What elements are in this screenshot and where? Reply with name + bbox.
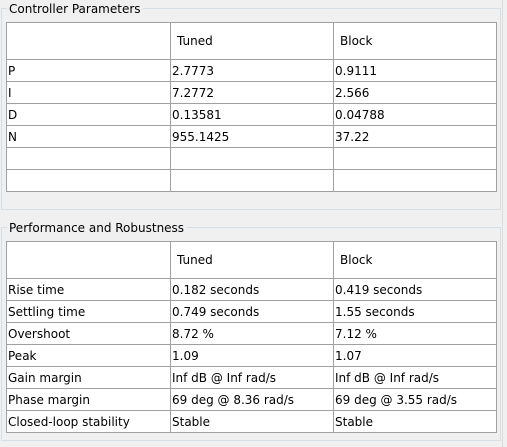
table-row[interactable]: Closed-loop stability Stable Stable [6, 410, 497, 433]
block-value-cell: 1.55 seconds [333, 300, 497, 323]
block-value-cell[interactable]: 0.04788 [333, 103, 497, 126]
block-value-cell: 7.12 % [333, 322, 497, 345]
tuned-value-cell[interactable]: 0.13581 [170, 103, 334, 126]
block-value-cell: Stable [333, 410, 497, 433]
table-row[interactable] [6, 169, 497, 192]
row-label [6, 169, 171, 192]
row-label: Settling time [6, 300, 171, 323]
table-row[interactable]: I 7.2772 2.566 [6, 81, 497, 104]
row-label: Rise time [6, 278, 171, 301]
block-value-cell[interactable] [333, 147, 497, 170]
table-row[interactable]: Settling time 0.749 seconds 1.55 seconds [6, 300, 497, 323]
table-row[interactable] [6, 147, 497, 170]
controller-parameters-table: Tuned Block P 2.7773 0.9111 I 7.2772 2.5… [6, 22, 497, 192]
performance-robustness-panel [1, 227, 501, 441]
tuned-value-cell[interactable]: 2.7773 [170, 59, 334, 82]
row-label: D [6, 103, 171, 126]
controller-parameters-panel [1, 8, 501, 210]
tuned-value-cell: Stable [170, 410, 334, 433]
controller-parameters-title: Controller Parameters [7, 1, 143, 17]
row-label: Overshoot [6, 322, 171, 345]
table-row[interactable]: Overshoot 8.72 % 7.12 % [6, 322, 497, 345]
block-value-cell[interactable] [333, 169, 497, 192]
row-label: P [6, 59, 171, 82]
block-value-cell[interactable]: 0.9111 [333, 59, 497, 82]
tuned-value-cell: 8.72 % [170, 322, 334, 345]
tuned-value-cell[interactable]: 955.1425 [170, 125, 334, 148]
tuned-value-cell[interactable] [170, 147, 334, 170]
table-row[interactable]: Phase margin 69 deg @ 8.36 rad/s 69 deg … [6, 388, 497, 411]
header-cell-tuned: Tuned [170, 22, 334, 60]
tuned-value-cell: 0.182 seconds [170, 278, 334, 301]
table-header-row: Tuned Block [6, 241, 497, 279]
table-row[interactable]: D 0.13581 0.04788 [6, 103, 497, 126]
header-cell-block: Block [333, 241, 497, 279]
row-label: Gain margin [6, 366, 171, 389]
table-row[interactable]: Gain margin Inf dB @ Inf rad/s Inf dB @ … [6, 366, 497, 389]
header-cell-block: Block [333, 22, 497, 60]
window-right-edge [502, 0, 503, 447]
table-header-row: Tuned Block [6, 22, 497, 60]
tuned-value-cell[interactable]: 7.2772 [170, 81, 334, 104]
row-label: Phase margin [6, 388, 171, 411]
table-row[interactable]: Rise time 0.182 seconds 0.419 seconds [6, 278, 497, 301]
block-value-cell[interactable]: 37.22 [333, 125, 497, 148]
performance-robustness-title: Performance and Robustness [7, 220, 187, 236]
table-row[interactable]: Peak 1.09 1.07 [6, 344, 497, 367]
row-label: Closed-loop stability [6, 410, 171, 433]
block-value-cell: Inf dB @ Inf rad/s [333, 366, 497, 389]
block-value-cell: 0.419 seconds [333, 278, 497, 301]
tuned-value-cell[interactable] [170, 169, 334, 192]
performance-robustness-table: Tuned Block Rise time 0.182 seconds 0.41… [6, 241, 497, 433]
table-row[interactable]: P 2.7773 0.9111 [6, 59, 497, 82]
header-cell-tuned: Tuned [170, 241, 334, 279]
block-value-cell: 69 deg @ 3.55 rad/s [333, 388, 497, 411]
row-label: Peak [6, 344, 171, 367]
tuned-value-cell: 0.749 seconds [170, 300, 334, 323]
row-label [6, 147, 171, 170]
block-value-cell[interactable]: 2.566 [333, 81, 497, 104]
header-cell-empty [6, 22, 171, 60]
tuned-value-cell: 1.09 [170, 344, 334, 367]
header-cell-empty [6, 241, 171, 279]
tuned-value-cell: Inf dB @ Inf rad/s [170, 366, 334, 389]
row-label: I [6, 81, 171, 104]
tuned-value-cell: 69 deg @ 8.36 rad/s [170, 388, 334, 411]
row-label: N [6, 125, 171, 148]
table-row[interactable]: N 955.1425 37.22 [6, 125, 497, 148]
block-value-cell: 1.07 [333, 344, 497, 367]
